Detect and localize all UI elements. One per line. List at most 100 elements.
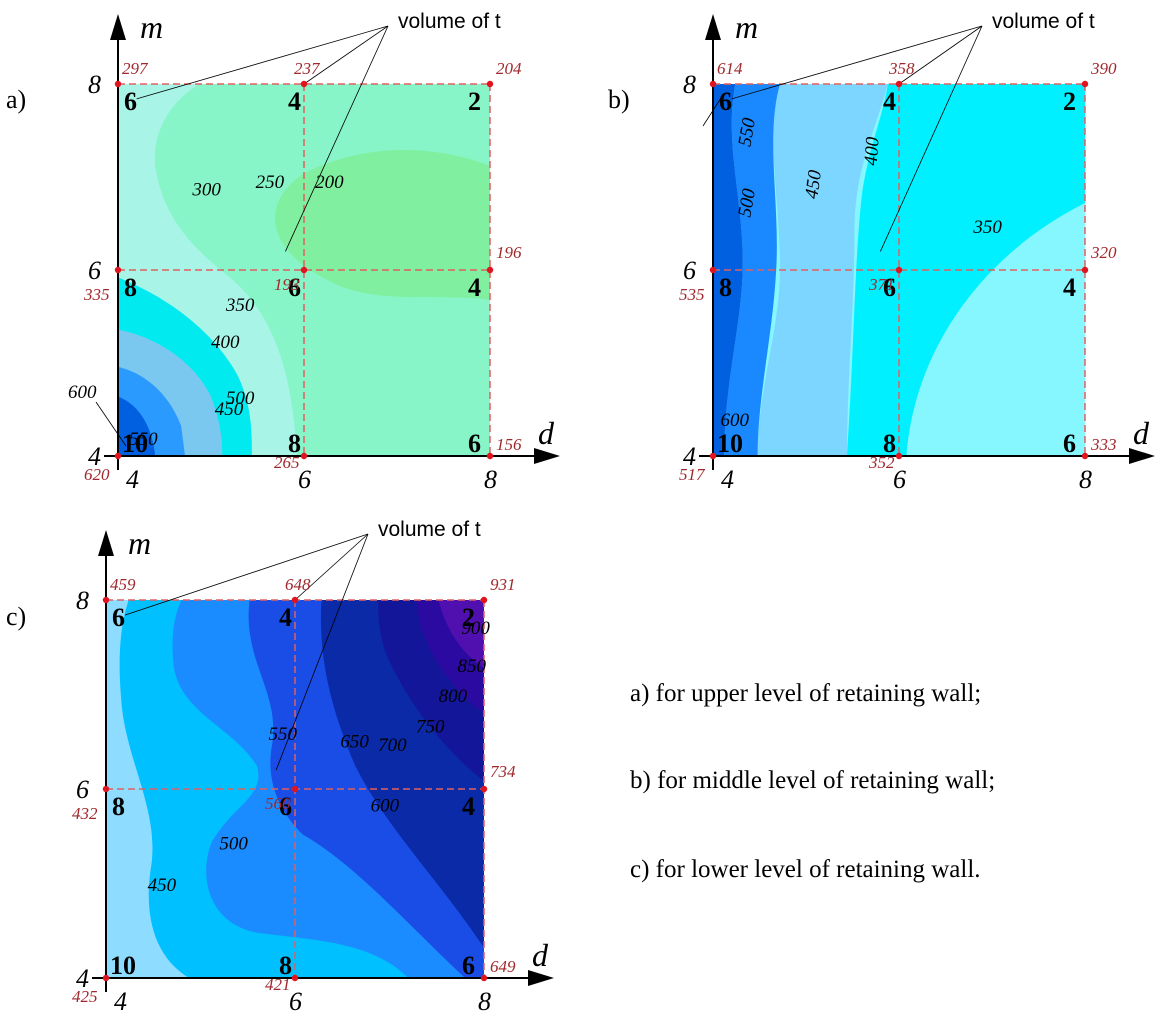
grid-point bbox=[114, 266, 122, 274]
grid-point-value: 734 bbox=[490, 762, 516, 781]
grid-point-value: 352 bbox=[868, 453, 895, 472]
isoline-label: 450 bbox=[801, 168, 826, 200]
isoline-label: 500 bbox=[219, 833, 248, 854]
grid-point bbox=[291, 596, 299, 604]
m-axis-label: m bbox=[128, 525, 151, 561]
isoline-label: 550 bbox=[269, 724, 298, 745]
grid-point-mark: 4 bbox=[462, 792, 475, 821]
isoline-label: 350 bbox=[972, 217, 1002, 238]
grid-point bbox=[709, 452, 717, 460]
grid-point-value: 390 bbox=[1090, 59, 1117, 78]
m-tick-label: 8 bbox=[76, 586, 89, 615]
isoline-label: 700 bbox=[378, 735, 407, 756]
d-tick-label: 6 bbox=[298, 465, 311, 494]
isoline-label: 400 bbox=[861, 136, 884, 166]
m-tick-label: 8 bbox=[683, 70, 696, 99]
isoline-label: 500 bbox=[734, 187, 760, 219]
grid-point bbox=[102, 596, 110, 604]
grid-point-value: 425 bbox=[72, 987, 98, 1006]
callout-line bbox=[880, 25, 983, 252]
grid-point-mark: 6 bbox=[462, 951, 475, 980]
grid-point bbox=[102, 974, 110, 982]
isoline-label: 550 bbox=[734, 116, 760, 148]
grid-point-value: 237 bbox=[294, 59, 321, 78]
grid-point-mark: 6 bbox=[124, 87, 137, 116]
isoline-label: 250 bbox=[256, 172, 285, 193]
grid-point-mark: 6 bbox=[279, 792, 292, 821]
d-axis-arrow bbox=[528, 970, 554, 986]
d-axis-label: d bbox=[538, 415, 555, 451]
caption-b: b) for middle level of retaining wall; bbox=[630, 767, 996, 794]
isoline-label: 550 bbox=[129, 429, 158, 450]
grid-point bbox=[114, 80, 122, 88]
d-axis-label: d bbox=[1133, 415, 1150, 451]
grid-point-mark: 8 bbox=[124, 273, 137, 302]
grid-point bbox=[480, 785, 488, 793]
isoline-label: 650 bbox=[340, 731, 369, 752]
d-tick-label: 8 bbox=[478, 987, 491, 1016]
grid-point-value: 931 bbox=[490, 575, 516, 594]
grid-point-mark: 10 bbox=[122, 429, 148, 458]
volume-label: volume of t bbox=[398, 10, 501, 33]
isoline-label: 750 bbox=[416, 716, 445, 737]
grid-point-value: 614 bbox=[717, 59, 743, 78]
caption-a: a) for upper level of retaining wall; bbox=[630, 680, 982, 707]
volume-label: volume of t bbox=[992, 10, 1095, 33]
volume-label: volume of t bbox=[378, 518, 481, 541]
isoline-label: 200 bbox=[315, 172, 344, 193]
grid-point-value: 335 bbox=[83, 285, 110, 304]
grid-point-value: 320 bbox=[1090, 243, 1117, 262]
grid-point-value: 535 bbox=[679, 285, 705, 304]
d-tick-label: 6 bbox=[893, 465, 906, 494]
grid-point-value: 649 bbox=[490, 957, 516, 976]
grid-point bbox=[486, 266, 494, 274]
isoline-label: 300 bbox=[191, 180, 221, 201]
grid-point-value: 560 bbox=[265, 794, 291, 813]
grid-point-mark: 10 bbox=[717, 429, 743, 458]
grid-point-mark: 10 bbox=[110, 951, 136, 980]
grid-point-mark: 6 bbox=[883, 273, 896, 302]
grid-point bbox=[300, 266, 308, 274]
grid-point bbox=[102, 785, 110, 793]
m-tick-label: 6 bbox=[76, 775, 89, 804]
caption-c: c) for lower level of retaining wall. bbox=[630, 856, 981, 883]
d-axis-label: d bbox=[532, 937, 549, 973]
grid-point-value: 371 bbox=[868, 275, 895, 294]
isoline-label: 350 bbox=[225, 295, 255, 316]
callout-line bbox=[275, 533, 369, 771]
grid-point-mark: 2 bbox=[468, 87, 481, 116]
grid-point-mark: 4 bbox=[883, 87, 896, 116]
grid-point-value: 196 bbox=[496, 243, 522, 262]
callout-line bbox=[898, 25, 983, 85]
m-axis-arrow bbox=[705, 14, 721, 40]
leader-line bbox=[95, 401, 127, 447]
grid-point-value: 358 bbox=[888, 59, 915, 78]
grid-point-value: 193 bbox=[274, 275, 300, 294]
grid-point bbox=[1081, 452, 1089, 460]
isoline-label: 500 bbox=[226, 388, 255, 409]
grid-point-mark: 6 bbox=[1063, 429, 1076, 458]
callout-line bbox=[136, 25, 389, 100]
isoline-label: 600 bbox=[720, 410, 749, 431]
grid-point-value: 459 bbox=[110, 575, 136, 594]
grid-point-mark: 8 bbox=[719, 273, 732, 302]
isoline-label: 800 bbox=[439, 686, 468, 707]
grid-point-mark: 6 bbox=[468, 429, 481, 458]
grid-point-value: 648 bbox=[285, 575, 311, 594]
m-axis-arrow bbox=[98, 530, 114, 556]
grid-point bbox=[486, 452, 494, 460]
isoline-label: 600 bbox=[371, 796, 400, 817]
grid-point-value: 432 bbox=[72, 804, 98, 823]
m-axis-label: m bbox=[735, 9, 758, 45]
m-tick-label: 4 bbox=[76, 964, 89, 993]
isoline-label: 600 bbox=[68, 382, 97, 403]
grid-point bbox=[114, 452, 122, 460]
grid-point-mark: 4 bbox=[468, 273, 481, 302]
panel-letter: b) bbox=[608, 85, 630, 114]
grid-point-mark: 6 bbox=[719, 87, 732, 116]
m-tick-label: 4 bbox=[683, 442, 696, 471]
